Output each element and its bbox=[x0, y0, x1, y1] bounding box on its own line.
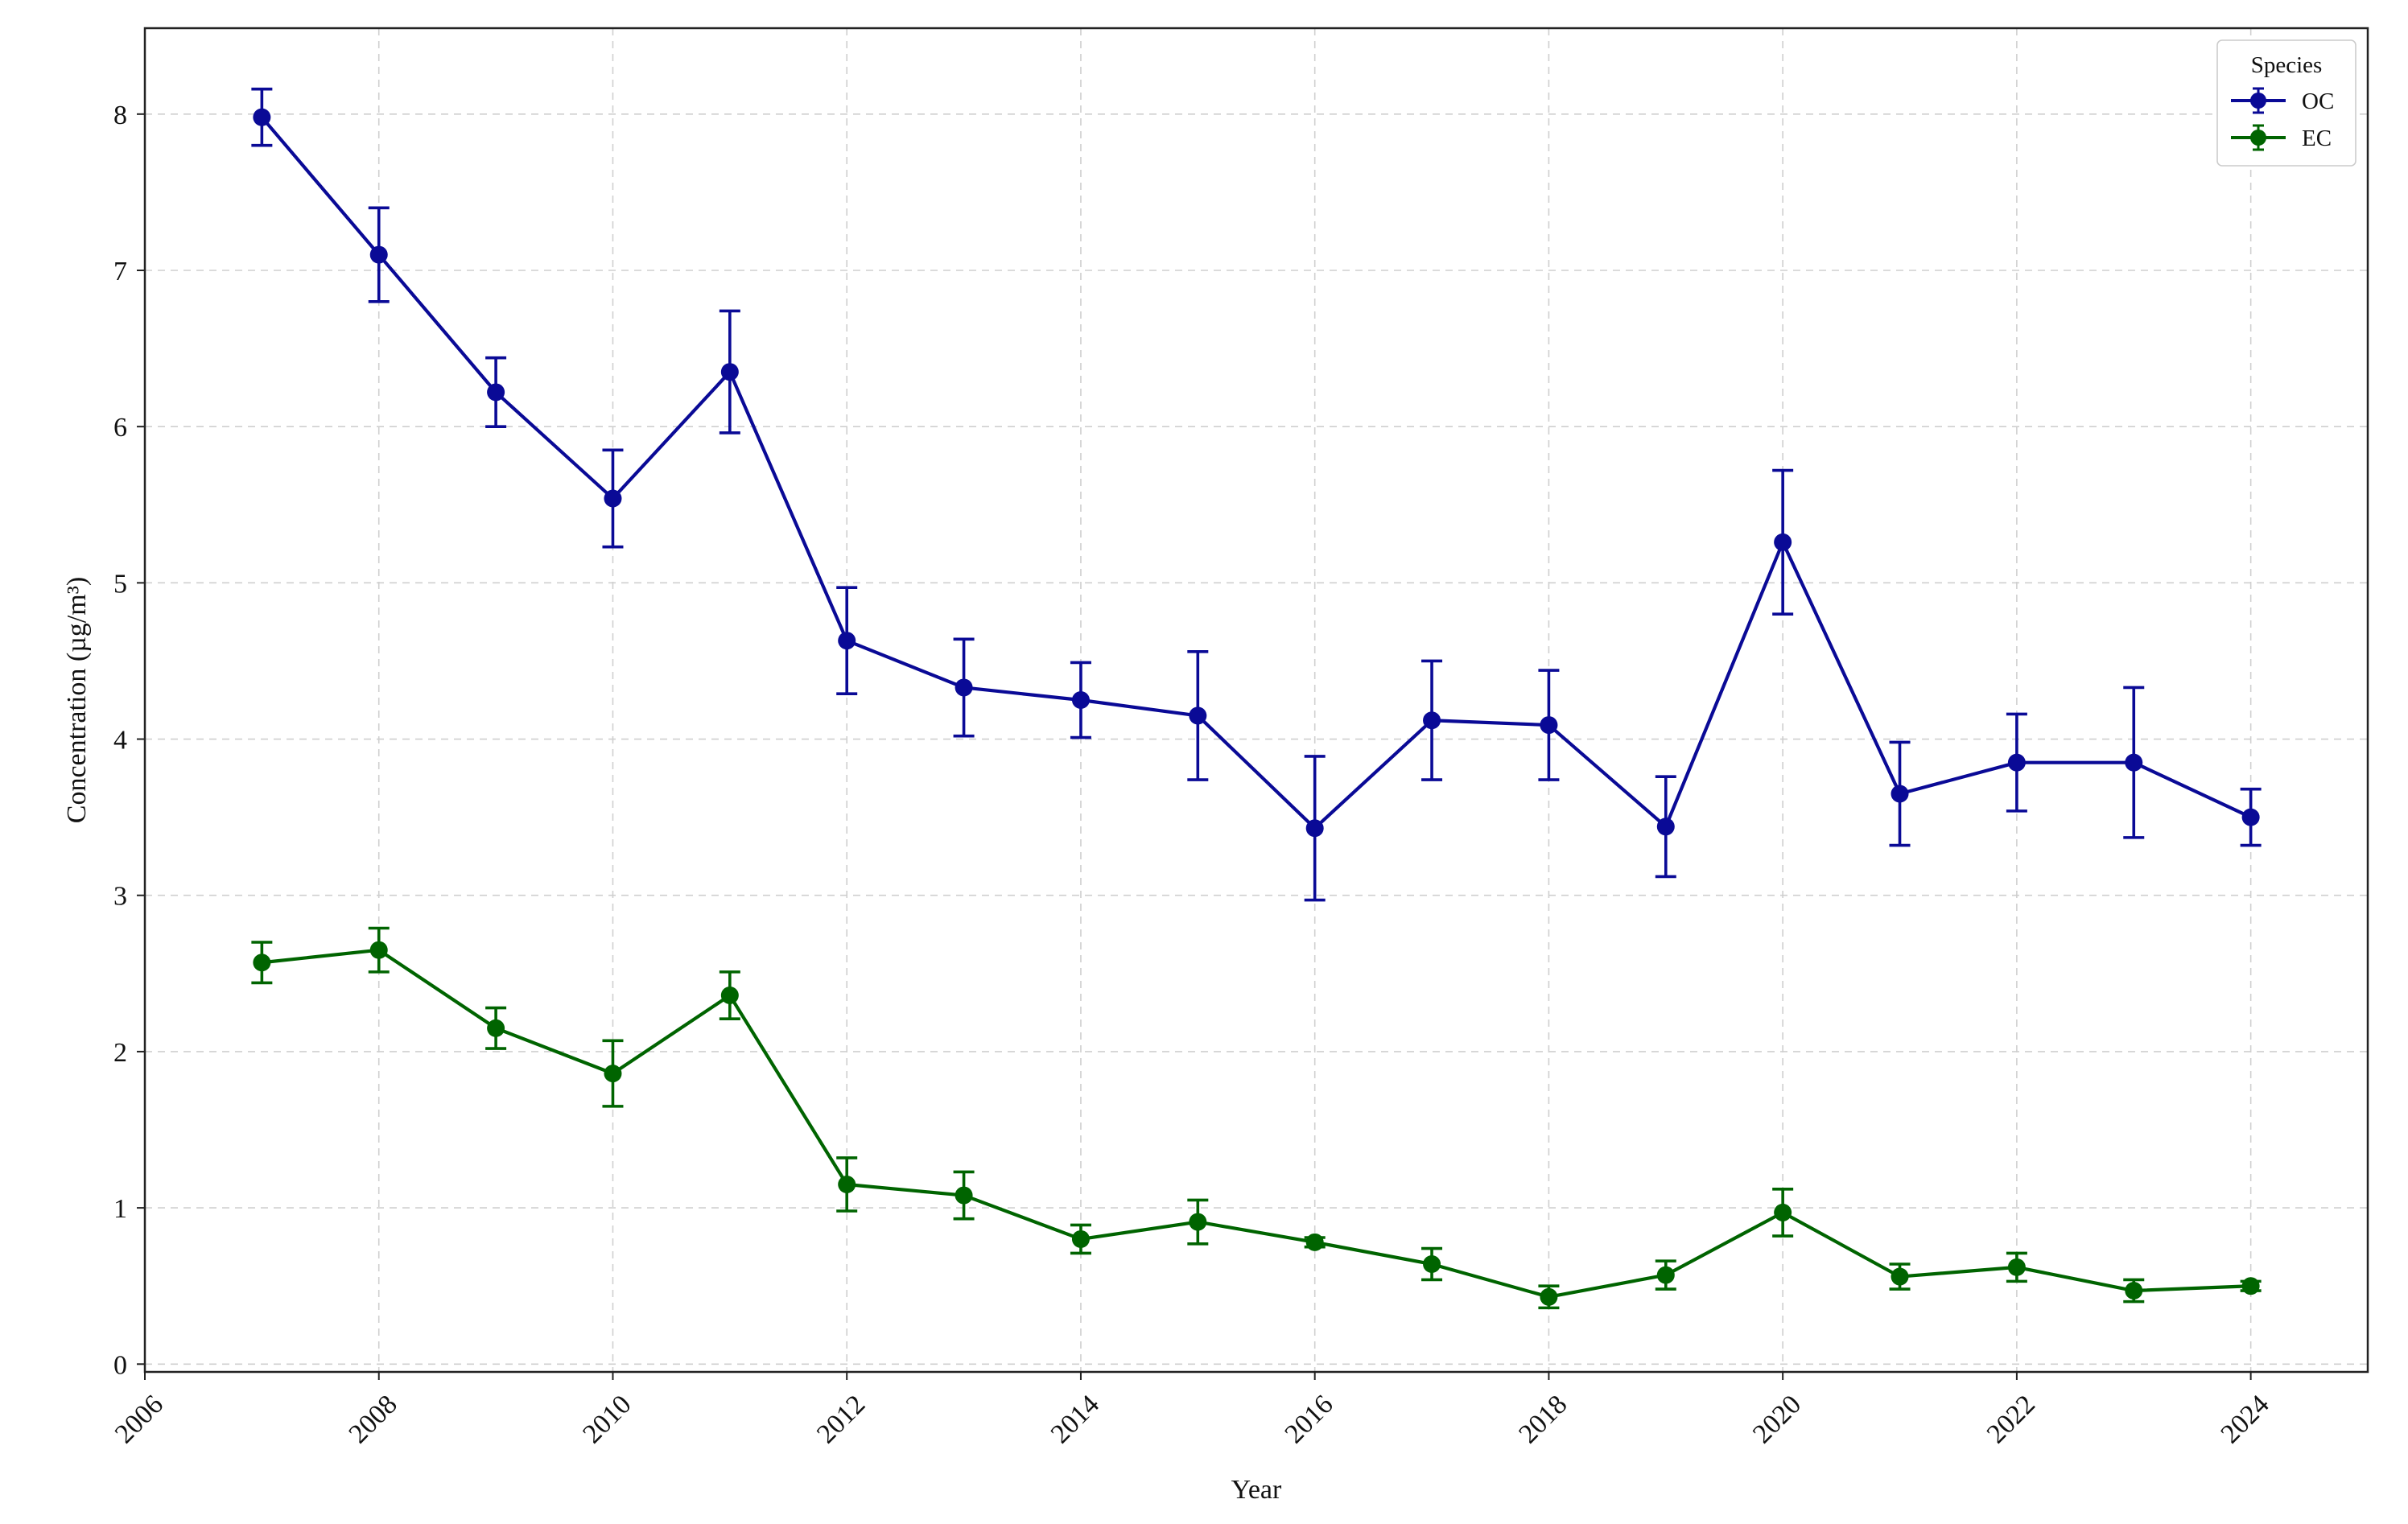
data-point bbox=[720, 986, 739, 1005]
legend-label-ec: EC bbox=[2302, 126, 2332, 151]
y-axis-label: Concentration (µg/m³) bbox=[62, 577, 92, 823]
data-point bbox=[1071, 1229, 1090, 1248]
data-point bbox=[1305, 819, 1324, 838]
series-layer bbox=[251, 87, 2262, 1310]
data-point bbox=[604, 1065, 622, 1083]
x-tick-label: 2008 bbox=[344, 1390, 403, 1449]
data-point bbox=[1774, 533, 1792, 551]
x-tick-label: 2018 bbox=[1513, 1390, 1573, 1449]
data-point bbox=[2007, 1258, 2026, 1276]
data-point bbox=[487, 1019, 505, 1037]
data-point bbox=[955, 678, 973, 697]
y-tick-label: 3 bbox=[113, 882, 127, 912]
data-point bbox=[2241, 808, 2260, 826]
data-point bbox=[1423, 711, 1441, 730]
data-point bbox=[838, 632, 856, 650]
y-tick-label: 4 bbox=[113, 726, 127, 756]
data-point bbox=[1774, 1203, 1792, 1221]
plot-frame bbox=[143, 27, 2369, 1374]
data-point bbox=[1305, 1233, 1324, 1251]
data-point bbox=[2125, 1282, 2143, 1300]
data-point bbox=[2007, 753, 2026, 772]
data-point bbox=[1189, 1213, 1207, 1231]
legend-items: OC EC bbox=[2231, 87, 2334, 151]
data-point bbox=[253, 954, 271, 972]
data-point bbox=[955, 1186, 973, 1205]
series-ec bbox=[251, 926, 2262, 1310]
data-point bbox=[720, 363, 739, 381]
data-point bbox=[1656, 1266, 1675, 1284]
legend-marker bbox=[2250, 93, 2266, 109]
series-line-ec bbox=[262, 948, 2251, 1299]
data-point bbox=[838, 1175, 856, 1193]
legend-item-ec: EC bbox=[2231, 124, 2332, 151]
data-point bbox=[1891, 785, 1909, 803]
x-axis-label: Year bbox=[1231, 1475, 1282, 1505]
data-point bbox=[604, 489, 622, 508]
data-point bbox=[1540, 1287, 1558, 1306]
data-point bbox=[1656, 818, 1675, 836]
legend-item-oc: OC bbox=[2231, 87, 2334, 114]
data-point bbox=[1071, 691, 1090, 709]
y-tick-label: 6 bbox=[113, 413, 127, 443]
legend-label-oc: OC bbox=[2302, 89, 2334, 114]
y-tick-label: 8 bbox=[113, 101, 127, 130]
y-tick-label: 1 bbox=[113, 1194, 127, 1224]
series-line-oc bbox=[260, 116, 2252, 830]
data-point bbox=[1540, 716, 1558, 735]
x-tick-label: 2020 bbox=[1747, 1390, 1807, 1449]
x-tick-label: 2012 bbox=[811, 1390, 871, 1449]
y-tick-label: 5 bbox=[113, 569, 127, 599]
grid-layer bbox=[144, 28, 2368, 1372]
data-point bbox=[369, 245, 388, 264]
y-tick-label: 7 bbox=[113, 257, 127, 286]
x-tick-label: 2016 bbox=[1280, 1390, 1339, 1449]
y-tick-label: 0 bbox=[113, 1350, 127, 1380]
data-point bbox=[2241, 1277, 2260, 1295]
data-point bbox=[1423, 1255, 1441, 1274]
data-point bbox=[2125, 753, 2143, 772]
data-point bbox=[1189, 706, 1207, 725]
x-tick-label: 2024 bbox=[2215, 1390, 2274, 1449]
data-point bbox=[487, 383, 505, 402]
data-point bbox=[253, 108, 271, 126]
x-tick-label: 2014 bbox=[1045, 1390, 1105, 1449]
y-tick-label: 2 bbox=[113, 1038, 127, 1068]
x-tick-label: 2006 bbox=[109, 1390, 169, 1449]
series-oc bbox=[251, 87, 2262, 902]
legend-title: Species bbox=[2251, 52, 2323, 78]
tick-layer: 0 1 2 3 4 5 6 7 8 2006 2008 2010 2012 2014 2016 2018 202… bbox=[109, 101, 2275, 1449]
x-tick-label: 2010 bbox=[577, 1390, 637, 1449]
x-tick-label: 2022 bbox=[1981, 1390, 2041, 1449]
data-point bbox=[1891, 1267, 1909, 1286]
data-point bbox=[369, 941, 388, 959]
legend-marker bbox=[2250, 130, 2266, 146]
legend: Species OC EC bbox=[2216, 39, 2356, 167]
